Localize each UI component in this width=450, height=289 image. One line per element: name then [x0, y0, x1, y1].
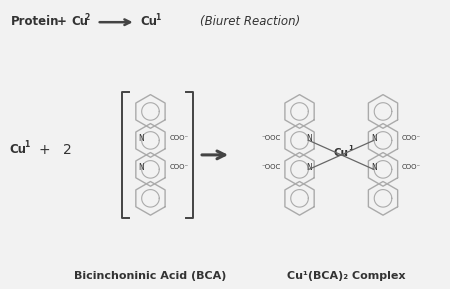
Text: COO⁻: COO⁻ — [402, 136, 421, 141]
Text: 1: 1 — [155, 13, 161, 22]
Text: COO⁻: COO⁻ — [402, 164, 421, 171]
Text: N: N — [306, 134, 312, 143]
Text: Cu: Cu — [140, 15, 158, 28]
Text: 1: 1 — [24, 140, 30, 149]
Text: N: N — [138, 163, 144, 172]
Text: (Biuret Reaction): (Biuret Reaction) — [200, 15, 301, 28]
Text: COO⁻: COO⁻ — [169, 136, 189, 141]
Text: N: N — [371, 134, 377, 143]
Text: Cu: Cu — [71, 15, 88, 28]
Text: 1: 1 — [348, 145, 353, 151]
Text: N: N — [371, 163, 377, 172]
Text: 2: 2 — [85, 13, 90, 22]
Text: Cu: Cu — [334, 148, 349, 158]
Text: ⁻OOC: ⁻OOC — [261, 136, 281, 141]
Text: Cu: Cu — [9, 143, 27, 156]
Text: 2: 2 — [63, 143, 72, 157]
Text: +: + — [57, 15, 67, 28]
Text: ⁻OOC: ⁻OOC — [261, 164, 281, 171]
Text: COO⁻: COO⁻ — [169, 164, 189, 171]
Text: Bicinchoninic Acid (BCA): Bicinchoninic Acid (BCA) — [74, 271, 227, 281]
Text: Protein: Protein — [11, 15, 60, 28]
Text: Cu¹(BCA)₂ Complex: Cu¹(BCA)₂ Complex — [287, 271, 405, 281]
Text: N: N — [306, 163, 312, 172]
Text: N: N — [138, 134, 144, 143]
Text: +: + — [38, 143, 50, 157]
